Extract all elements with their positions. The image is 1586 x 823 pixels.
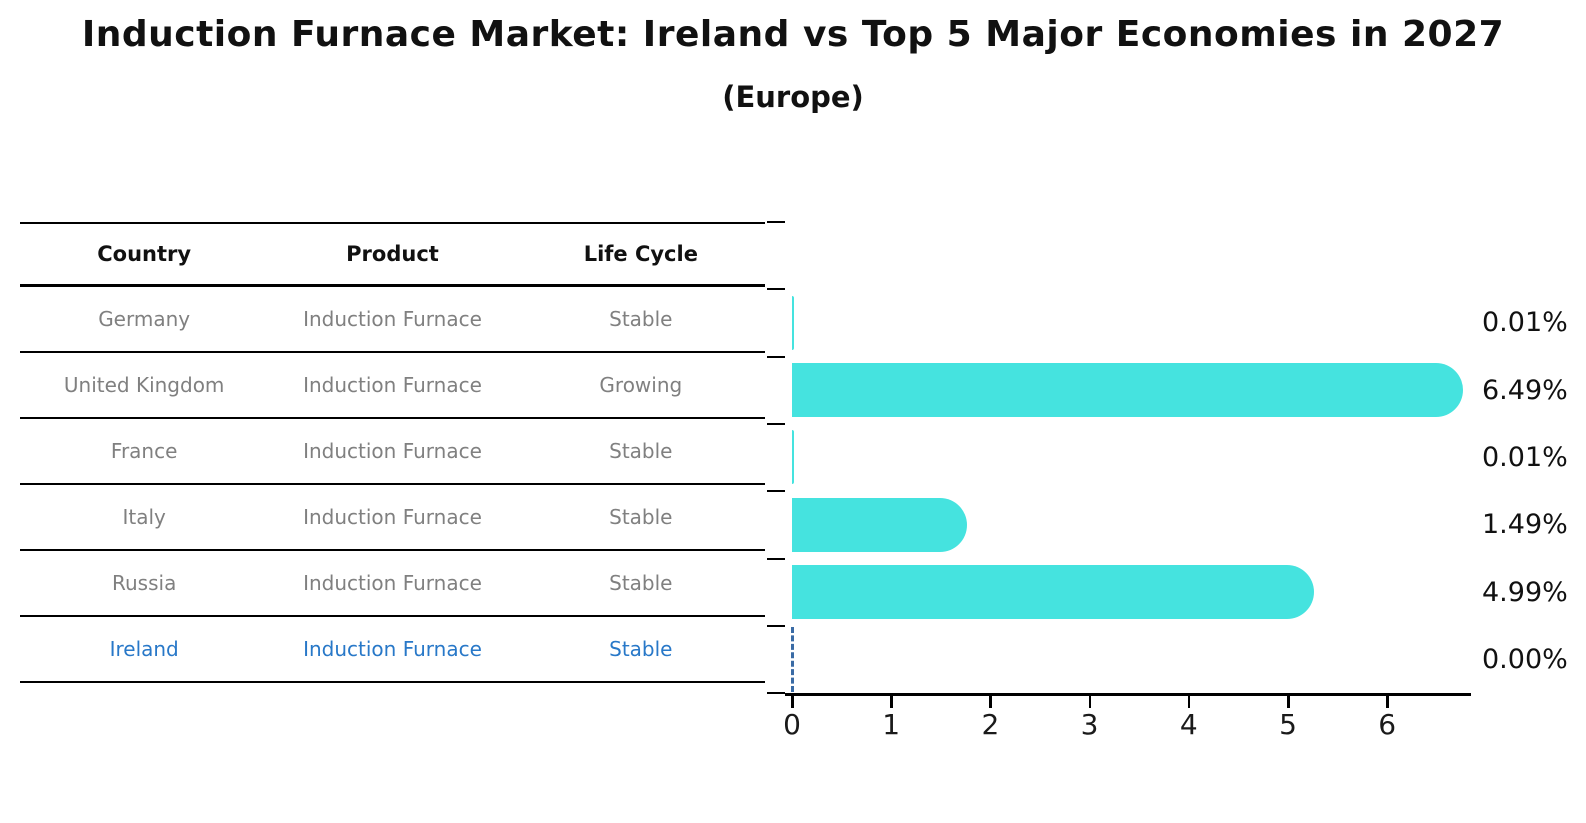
table-header-row: Country Product Life Cycle (20, 224, 765, 287)
bar (792, 497, 967, 552)
bar (792, 363, 1463, 418)
bar-value-label: 1.49% (1482, 509, 1568, 541)
table-cell-life-cycle: Stable (609, 439, 673, 463)
page-title: Induction Furnace Market: Ireland vs Top… (81, 14, 1505, 55)
table-row: France Induction Furnace Stable (20, 419, 765, 485)
table-cell-life-cycle: Stable (609, 637, 673, 661)
y-axis-tick (767, 221, 785, 223)
bar-value-label: 4.99% (1482, 576, 1568, 608)
column-header-country: Country (97, 242, 192, 266)
x-axis-tick (1187, 696, 1191, 708)
y-axis-tick (767, 624, 785, 627)
x-axis-tick (1386, 696, 1389, 708)
chart-band-ireland (785, 626, 1471, 693)
table-cell-product: Induction Furnace (303, 439, 482, 463)
x-axis-tick-label: 2 (981, 708, 1000, 741)
bar (792, 295, 794, 350)
column-header-life-cycle: Life Cycle (583, 242, 698, 266)
x-axis-tick (1088, 696, 1092, 708)
chart-band-germany (785, 289, 1471, 356)
y-axis-tick (767, 288, 785, 291)
y-axis-tick (767, 692, 785, 695)
country-table: Country Product Life Cycle Germany Induct… (20, 222, 765, 683)
table-cell-country: United Kingdom (63, 373, 225, 397)
x-axis-tick (989, 696, 992, 708)
table-cell-country: Italy (122, 505, 166, 529)
table-row: Ireland Induction Furnace Stable (20, 617, 765, 683)
table-cell-country: France (110, 439, 178, 463)
x-axis-tick-label: 4 (1179, 708, 1198, 741)
table-row: Germany Induction Furnace Stable (20, 287, 765, 353)
table-cell-life-cycle: Stable (609, 307, 673, 331)
bar-value-label: 6.49% (1482, 374, 1568, 406)
x-axis-tick (791, 696, 794, 708)
table-cell-product: Induction Furnace (303, 373, 482, 397)
bar (792, 430, 794, 485)
column-header-product: Product (346, 242, 439, 266)
bar (792, 565, 1314, 619)
table-cell-product: Induction Furnace (303, 571, 482, 595)
y-axis-tick (767, 557, 785, 560)
page-subtitle: (Europe) (722, 80, 864, 114)
x-axis-tick (1287, 696, 1290, 708)
table-row: Italy Induction Furnace Stable (20, 485, 765, 551)
table-cell-life-cycle: Stable (609, 505, 673, 529)
table-cell-country: Germany (98, 307, 191, 331)
y-axis-tick (767, 422, 785, 425)
table-cell-country: Ireland (109, 637, 179, 661)
highlight-zero-marker (791, 626, 794, 692)
x-axis-tick-label: 1 (882, 708, 901, 741)
x-axis-tick-label: 5 (1279, 708, 1297, 741)
x-axis-tick-label: 6 (1378, 708, 1397, 741)
x-axis-line (785, 693, 1471, 696)
table-cell-country: Russia (112, 571, 177, 595)
chart-band-france (785, 424, 1471, 491)
table-cell-product: Induction Furnace (303, 505, 482, 529)
bar-value-label: 0.00% (1482, 643, 1568, 675)
table-cell-life-cycle: Stable (609, 571, 673, 595)
table-cell-product: Induction Furnace (303, 307, 482, 331)
x-axis-tick-label: 0 (783, 708, 801, 741)
bar-chart: 0 1 2 3 4 5 6 (767, 221, 1471, 782)
chart-band-italy (785, 491, 1471, 558)
chart-band-united-kingdom (785, 357, 1471, 424)
x-axis-tick (890, 696, 893, 708)
x-axis-tick-label: 3 (1080, 708, 1099, 741)
bar-value-label: 0.01% (1482, 307, 1568, 339)
table-cell-life-cycle: Growing (599, 373, 683, 397)
table-row: Russia Induction Furnace Stable (20, 551, 765, 617)
chart-band-russia (785, 559, 1471, 626)
table-cell-product: Induction Furnace (303, 637, 482, 661)
bar-value-label: 0.01% (1482, 442, 1568, 474)
table-row: United Kingdom Induction Furnace Growing (20, 353, 765, 419)
y-axis-tick (767, 490, 785, 493)
y-axis-tick (767, 355, 785, 358)
